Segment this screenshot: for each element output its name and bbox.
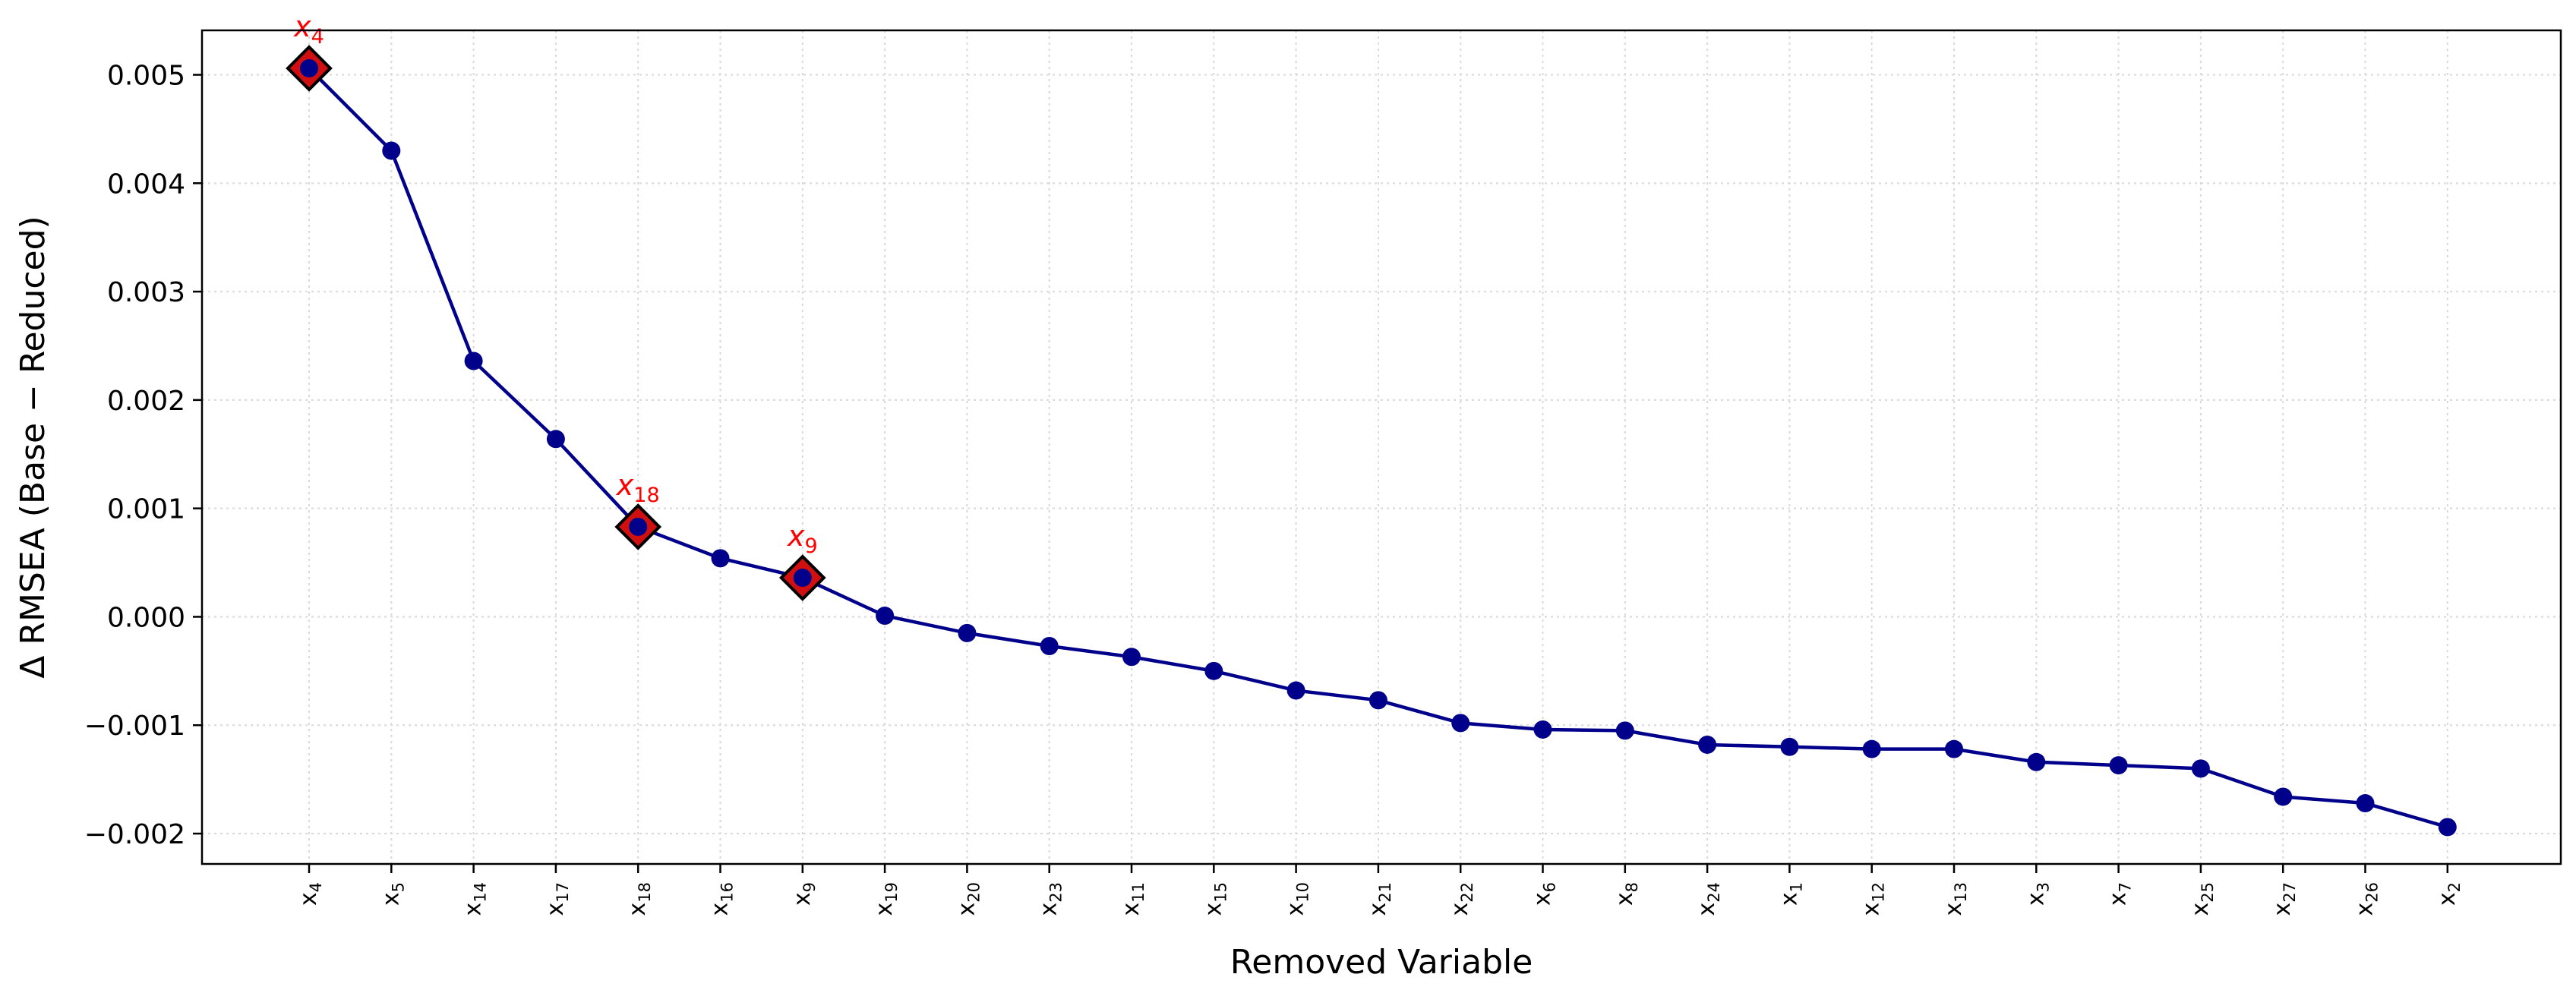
x-tick-label: x15 [1200, 882, 1230, 916]
y-axis-label: Δ RMSEA (Base − Reduced) [14, 216, 52, 678]
y-tick-label: 0.003 [107, 277, 185, 308]
x-tick-label: x2 [2434, 882, 2464, 906]
x-tick-label: x22 [1447, 882, 1476, 916]
data-point [1533, 720, 1552, 739]
x-tick-label: x18 [624, 882, 654, 916]
y-tick-label: 0.005 [107, 61, 185, 92]
x-tick-label: x24 [1694, 882, 1723, 916]
highlight-label: x18 [616, 468, 660, 507]
data-point [1286, 681, 1305, 700]
data-point [546, 430, 565, 449]
data-point [2274, 787, 2293, 806]
x-tick-label: x14 [460, 882, 490, 916]
x-axis: x4 x5 x14 x17 x18 x16 x9 x19 x20 x23 x11 x15 x10 x21 x… [295, 864, 2464, 916]
x-tick-label: x9 [789, 882, 819, 906]
x-tick-label: x12 [1858, 882, 1888, 916]
x-tick-label: x4 [295, 882, 325, 906]
y-tick-label: 0.002 [107, 386, 185, 417]
data-point [629, 517, 648, 536]
y-tick-label: −0.002 [84, 819, 185, 850]
x-tick-label: x16 [707, 882, 737, 916]
x-tick-label: x20 [953, 882, 983, 916]
x-tick-label: x11 [1118, 882, 1148, 916]
data-point [1204, 661, 1223, 680]
data-point [2438, 818, 2457, 837]
x-tick-label: x6 [1530, 882, 1559, 906]
data-point [711, 549, 730, 568]
data-point [793, 569, 812, 588]
data-point [2109, 756, 2128, 775]
x-tick-label: x7 [2105, 882, 2135, 906]
x-tick-label: x25 [2187, 882, 2217, 916]
data-points [300, 58, 2457, 837]
x-tick-label: x27 [2269, 882, 2299, 916]
x-tick-label: x26 [2352, 882, 2382, 916]
data-point [382, 141, 401, 160]
x-tick-label: x21 [1365, 882, 1394, 916]
x-axis-label: Removed Variable [1230, 943, 1533, 982]
x-tick-label: x3 [2022, 882, 2052, 906]
data-point [1451, 714, 1470, 733]
y-tick-label: 0.004 [107, 169, 185, 200]
y-tick-label: 0.000 [107, 602, 185, 633]
y-tick-label: 0.001 [107, 494, 185, 525]
data-point [876, 607, 895, 626]
highlight-label: x9 [787, 519, 818, 558]
data-point [1945, 739, 1963, 758]
data-point [1780, 737, 1799, 756]
data-point [1698, 735, 1717, 754]
data-point [300, 58, 318, 77]
data-point [1122, 648, 1141, 667]
plot-frame [200, 29, 2562, 865]
x-tick-label: x23 [1036, 882, 1065, 916]
x-tick-label: x17 [542, 882, 572, 916]
x-tick-label: x8 [1612, 882, 1641, 906]
y-axis: 0.005 0.004 0.003 0.002 0.001 0.000 −0.001 −0.0… [84, 61, 202, 850]
data-point [958, 623, 977, 642]
data-point [1862, 739, 1881, 758]
data-point [464, 351, 483, 370]
x-tick-label: x5 [377, 882, 407, 906]
data-point [1615, 721, 1634, 740]
data-point [2027, 752, 2046, 771]
data-point [1368, 691, 1387, 710]
x-tick-label: x10 [1283, 882, 1312, 916]
data-point [1040, 637, 1059, 656]
x-tick-label: x1 [1776, 882, 1805, 906]
x-tick-label: x13 [1940, 882, 1970, 916]
y-tick-label: −0.001 [84, 711, 185, 742]
x-tick-label: x19 [871, 882, 901, 916]
data-point [2191, 759, 2210, 778]
data-point [2356, 794, 2375, 813]
